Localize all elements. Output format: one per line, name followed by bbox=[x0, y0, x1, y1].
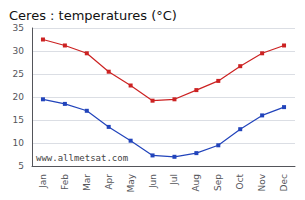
svg-text:Oct: Oct bbox=[235, 174, 245, 190]
svg-text:Jan: Jan bbox=[38, 174, 48, 189]
svg-text:25: 25 bbox=[13, 69, 24, 79]
svg-text:May: May bbox=[126, 173, 136, 192]
svg-text:5: 5 bbox=[18, 161, 24, 171]
svg-text:Sep: Sep bbox=[213, 174, 223, 191]
svg-text:35: 35 bbox=[13, 23, 24, 33]
svg-text:Jul: Jul bbox=[169, 174, 179, 186]
svg-text:Dec: Dec bbox=[279, 174, 289, 191]
svg-text:30: 30 bbox=[13, 46, 25, 56]
svg-text:10: 10 bbox=[13, 138, 25, 148]
svg-text:www.allmetsat.com: www.allmetsat.com bbox=[36, 153, 128, 163]
svg-text:Jun: Jun bbox=[148, 174, 158, 189]
svg-text:Apr: Apr bbox=[104, 174, 114, 190]
svg-text:15: 15 bbox=[13, 115, 24, 125]
svg-text:20: 20 bbox=[13, 92, 25, 102]
svg-text:Aug: Aug bbox=[191, 174, 201, 192]
svg-text:Feb: Feb bbox=[60, 174, 70, 190]
svg-text:Nov: Nov bbox=[257, 173, 267, 191]
svg-text:Ceres : temperatures (°C): Ceres : temperatures (°C) bbox=[9, 8, 177, 23]
svg-text:Mar: Mar bbox=[82, 174, 92, 191]
